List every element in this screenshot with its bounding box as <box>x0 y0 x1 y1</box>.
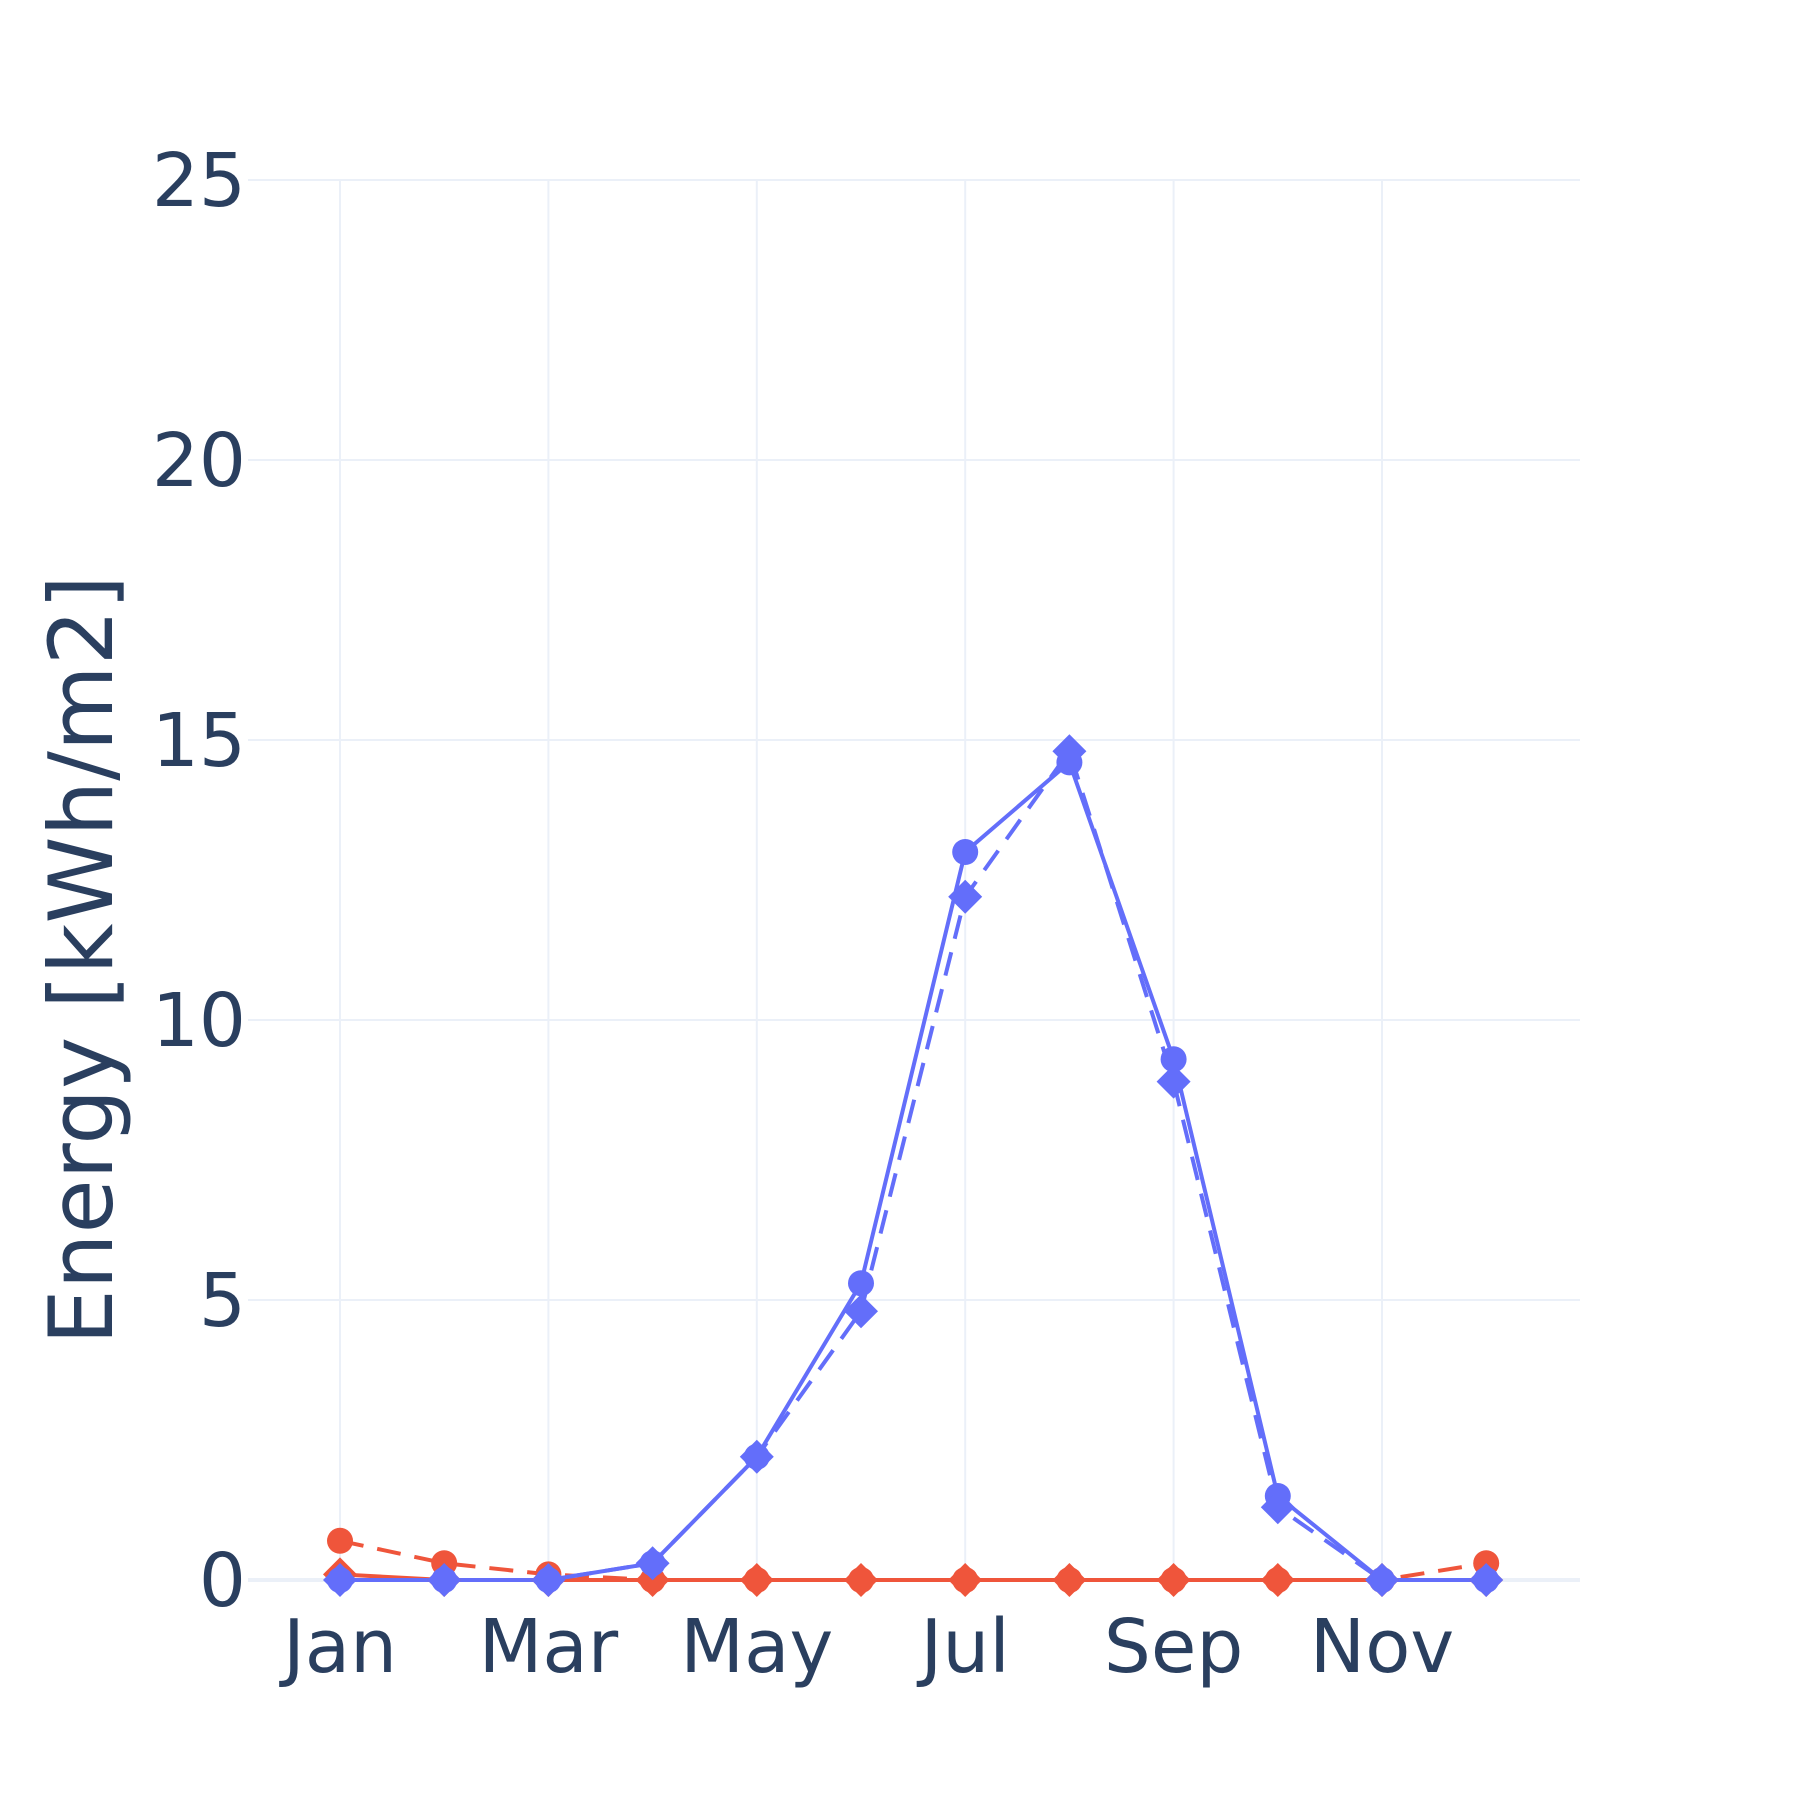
tick-layer: 0 5 10 15 20 25 Jan Mar May Jul Sep Nov <box>152 138 1454 1690</box>
series-2-diamond-marker <box>635 1546 670 1581</box>
grid-layer <box>248 179 1580 1582</box>
series-3-circle-marker <box>327 1527 353 1554</box>
series-2-diamond-marker <box>1365 1563 1399 1597</box>
x-tick-label: Jul <box>917 1604 1010 1690</box>
series-2-diamond-marker <box>531 1563 566 1597</box>
series-4-diamond-marker <box>1260 1563 1295 1597</box>
series-layer <box>323 734 1504 1597</box>
y-tick-label: 15 <box>152 698 246 784</box>
series-2-diamond-marker <box>1260 1490 1295 1525</box>
series-line-1 <box>340 760 1487 1582</box>
series-2-diamond-marker <box>1469 1563 1504 1597</box>
y-axis-title: Energy [kWh/m2] <box>30 575 133 1345</box>
series-4-diamond-marker <box>844 1563 878 1597</box>
series-2-diamond-marker <box>844 1294 878 1329</box>
series-2-diamond-marker <box>948 879 983 914</box>
series-2-diamond-marker <box>739 1439 774 1474</box>
y-tick-label: 0 <box>199 1538 246 1624</box>
series-1-circle-marker <box>1160 1046 1187 1073</box>
series-2-diamond-marker <box>427 1563 462 1597</box>
series-4-diamond-marker <box>948 1563 983 1597</box>
series-2-diamond-marker <box>1052 734 1087 769</box>
series-1-circle-marker <box>848 1270 874 1297</box>
series-2-diamond-marker <box>1156 1064 1191 1099</box>
x-tick-label: Jan <box>279 1604 397 1690</box>
series-4-diamond-marker <box>1156 1563 1191 1597</box>
series-line-3 <box>339 1538 1487 1582</box>
x-tick-label: Sep <box>1104 1604 1243 1690</box>
y-tick-label: 25 <box>152 138 246 224</box>
series-2-diamond-marker <box>323 1563 357 1597</box>
series-1-circle-marker <box>952 839 979 865</box>
series-4-diamond-marker <box>1052 1563 1087 1597</box>
y-tick-label: 10 <box>152 978 246 1064</box>
y-tick-label: 20 <box>152 418 246 504</box>
x-tick-label: May <box>680 1604 833 1690</box>
y-tick-label: 5 <box>199 1258 246 1344</box>
series-line-2 <box>340 749 1487 1582</box>
series-4-diamond-marker <box>739 1563 774 1597</box>
x-tick-label: Mar <box>479 1604 619 1690</box>
x-tick-label: Nov <box>1310 1604 1454 1690</box>
